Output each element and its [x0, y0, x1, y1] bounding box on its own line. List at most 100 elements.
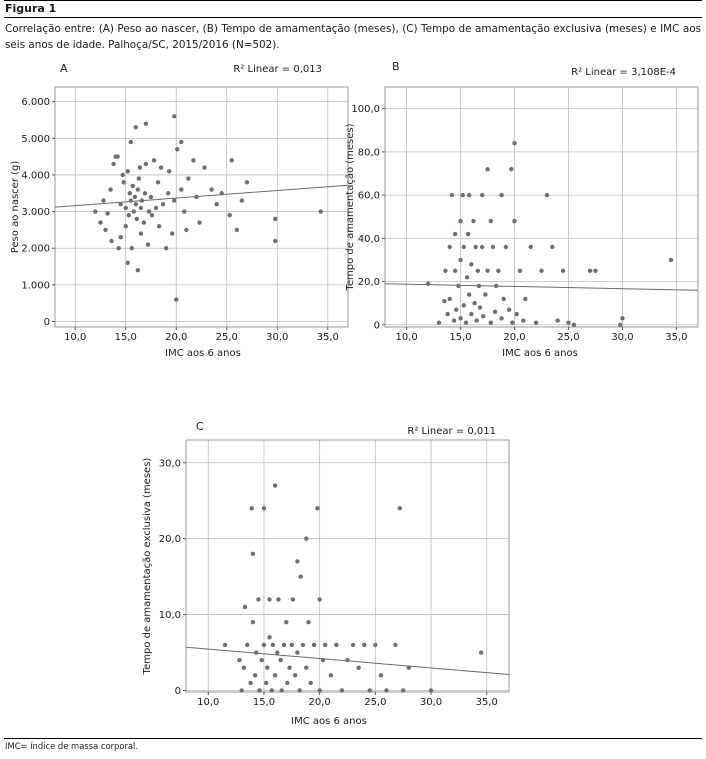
data-point	[304, 536, 309, 541]
data-point	[145, 242, 151, 247]
data-point	[315, 506, 320, 511]
data-point	[539, 268, 544, 273]
data-point	[261, 642, 267, 648]
data-point	[125, 260, 130, 266]
data-point	[290, 597, 296, 602]
data-point	[148, 194, 154, 200]
data-point	[461, 244, 466, 250]
data-point	[115, 154, 120, 159]
data-point	[503, 244, 509, 250]
data-point	[249, 506, 254, 511]
data-point	[320, 657, 326, 663]
data-point	[587, 268, 593, 273]
data-point	[261, 506, 267, 511]
x-tick-label: 25,0	[557, 332, 579, 343]
data-point	[174, 297, 179, 302]
data-point	[458, 316, 463, 321]
data-point	[356, 665, 361, 670]
data-point	[214, 202, 219, 207]
top-rule	[4, 0, 702, 1]
data-point	[466, 192, 472, 198]
data-point	[134, 216, 140, 222]
regression-line	[384, 283, 699, 291]
data-point	[128, 139, 133, 145]
data-point	[318, 209, 323, 214]
y-tick-label: 10,0	[159, 610, 181, 621]
data-point	[269, 688, 274, 693]
x-axis-label: IMC aos 6 anos	[502, 348, 578, 359]
data-point	[118, 202, 123, 207]
x-axis-label: IMC aos 6 anos	[291, 716, 367, 727]
x-tick-label: 10,0	[64, 332, 86, 343]
chart-b: 10,0 15,0 20,0 25,0 30,0 35,0 0 20,0 40,0 60,0 80,…	[345, 60, 699, 359]
footer-rule	[4, 738, 702, 739]
data-point	[304, 665, 309, 670]
x-tick-label: 15,0	[253, 697, 275, 708]
data-point	[125, 169, 130, 174]
data-point	[165, 191, 171, 196]
data-point	[170, 231, 175, 236]
data-point	[184, 227, 189, 233]
data-point	[227, 213, 232, 218]
y-tick-label: 100,0	[351, 104, 380, 115]
data-point	[137, 165, 143, 170]
data-point	[295, 559, 300, 564]
data-point	[237, 657, 242, 663]
data-point	[499, 316, 504, 321]
data-point	[485, 268, 490, 273]
data-point	[544, 192, 550, 198]
data-point	[492, 309, 498, 315]
plot-frame	[384, 86, 699, 328]
data-point	[289, 642, 295, 648]
data-point	[452, 268, 458, 273]
data-point	[121, 180, 126, 185]
data-point	[523, 296, 528, 302]
y-tick-label: 20,0	[159, 534, 181, 545]
data-point	[219, 191, 224, 196]
x-tick-label: 20,0	[309, 697, 331, 708]
data-point	[479, 192, 485, 198]
data-point	[473, 244, 478, 250]
data-point	[447, 244, 452, 250]
data-point	[209, 187, 214, 192]
data-point	[250, 551, 256, 557]
data-point	[471, 218, 476, 224]
data-point	[499, 192, 504, 198]
data-point	[93, 209, 98, 214]
y-tick-label: 80,0	[358, 147, 380, 158]
x-tick-label: 35,0	[665, 332, 687, 343]
data-point	[98, 220, 103, 225]
data-point	[445, 311, 450, 317]
data-point	[472, 301, 477, 306]
data-point	[120, 172, 125, 178]
data-point	[297, 688, 302, 693]
r2-label: R² Linear = 0,011	[407, 426, 496, 437]
data-point	[151, 158, 157, 163]
data-point	[250, 619, 256, 625]
data-point	[160, 202, 166, 207]
data-point	[447, 296, 452, 302]
label-rule	[4, 17, 702, 18]
data-point	[265, 665, 270, 670]
regression-line	[54, 184, 349, 208]
data-point	[436, 320, 442, 325]
x-tick-label: 35,0	[476, 697, 498, 708]
figure-label: Figura 1	[5, 2, 57, 15]
data-point	[620, 316, 625, 321]
data-point	[550, 244, 555, 250]
data-point	[156, 224, 162, 229]
data-point	[259, 657, 264, 663]
data-point	[202, 165, 207, 170]
y-tick-label: 30,0	[159, 458, 181, 469]
data-point	[479, 244, 485, 250]
x-axis-label: IMC aos 6 anos	[165, 348, 241, 359]
y-axis-label: Tempo de amamentação (meses)	[345, 123, 356, 291]
data-point	[111, 161, 116, 167]
data-point	[179, 139, 184, 145]
data-point	[512, 218, 517, 224]
data-point	[334, 642, 339, 648]
data-point	[267, 635, 272, 640]
data-point	[284, 619, 289, 625]
y-tick-label: 0	[44, 317, 50, 328]
r2-label: R² Linear = 0,013	[233, 64, 322, 75]
